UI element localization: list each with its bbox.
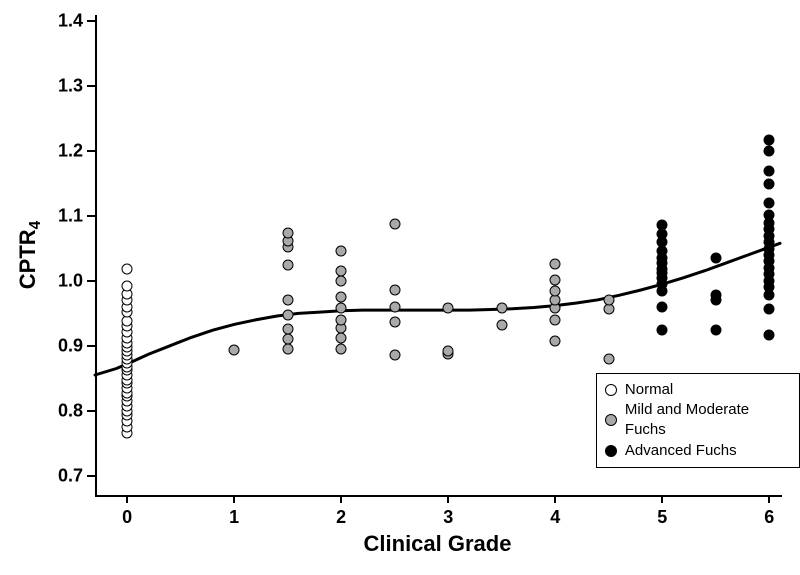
x-tick-label: 4 bbox=[550, 497, 560, 528]
data-point bbox=[710, 325, 721, 336]
data-point bbox=[764, 330, 775, 341]
x-tick-label: 6 bbox=[764, 497, 774, 528]
data-point bbox=[282, 227, 293, 238]
data-point bbox=[336, 266, 347, 277]
data-point bbox=[657, 325, 668, 336]
data-point bbox=[710, 290, 721, 301]
legend-marker bbox=[605, 445, 617, 457]
data-point bbox=[764, 178, 775, 189]
data-point bbox=[550, 259, 561, 270]
data-point bbox=[389, 301, 400, 312]
data-point bbox=[282, 295, 293, 306]
data-point bbox=[764, 165, 775, 176]
data-point bbox=[282, 260, 293, 271]
y-tick-label: 1.2 bbox=[58, 141, 95, 162]
legend-marker bbox=[605, 414, 617, 426]
x-tick-label: 2 bbox=[336, 497, 346, 528]
data-point bbox=[336, 314, 347, 325]
data-point bbox=[496, 303, 507, 314]
data-point bbox=[657, 220, 668, 231]
data-point bbox=[443, 346, 454, 357]
y-tick-label: 1.4 bbox=[58, 11, 95, 32]
x-tick-label: 0 bbox=[122, 497, 132, 528]
data-point bbox=[282, 334, 293, 345]
legend-marker bbox=[605, 384, 617, 396]
data-point bbox=[282, 309, 293, 320]
data-point bbox=[603, 353, 614, 364]
legend: NormalMild and Moderate FuchsAdvanced Fu… bbox=[596, 373, 800, 468]
data-point bbox=[764, 146, 775, 157]
data-point bbox=[122, 264, 133, 275]
y-tick-label: 0.7 bbox=[58, 465, 95, 486]
data-point bbox=[550, 286, 561, 297]
legend-label: Advanced Fuchs bbox=[625, 441, 737, 461]
data-point bbox=[122, 281, 133, 292]
trend-curve bbox=[0, 0, 800, 575]
data-point bbox=[336, 275, 347, 286]
data-point bbox=[764, 134, 775, 145]
y-tick-label: 0.8 bbox=[58, 400, 95, 421]
y-tick-label: 0.9 bbox=[58, 335, 95, 356]
data-point bbox=[550, 335, 561, 346]
data-point bbox=[657, 301, 668, 312]
data-point bbox=[282, 323, 293, 334]
data-point bbox=[603, 295, 614, 306]
x-tick-label: 3 bbox=[443, 497, 453, 528]
data-point bbox=[336, 246, 347, 257]
y-tick-label: 1.3 bbox=[58, 76, 95, 97]
data-point bbox=[550, 314, 561, 325]
data-point bbox=[443, 303, 454, 314]
data-point bbox=[389, 218, 400, 229]
data-point bbox=[389, 285, 400, 296]
data-point bbox=[764, 209, 775, 220]
data-point bbox=[764, 304, 775, 315]
legend-item: Advanced Fuchs bbox=[605, 441, 789, 461]
data-point bbox=[336, 303, 347, 314]
data-point bbox=[282, 344, 293, 355]
x-tick-label: 5 bbox=[657, 497, 667, 528]
y-tick-label: 1.1 bbox=[58, 206, 95, 227]
data-point bbox=[496, 320, 507, 331]
data-point bbox=[550, 274, 561, 285]
y-tick-label: 1.0 bbox=[58, 270, 95, 291]
scatter-chart: CPTR4 Clinical Grade NormalMild and Mode… bbox=[0, 0, 800, 575]
data-point bbox=[336, 344, 347, 355]
legend-label: Mild and Moderate Fuchs bbox=[625, 400, 789, 441]
legend-item: Normal bbox=[605, 380, 789, 400]
legend-label: Normal bbox=[625, 380, 673, 400]
data-point bbox=[336, 292, 347, 303]
data-point bbox=[764, 198, 775, 209]
data-point bbox=[389, 349, 400, 360]
data-point bbox=[336, 333, 347, 344]
data-point bbox=[229, 344, 240, 355]
legend-item: Mild and Moderate Fuchs bbox=[605, 400, 789, 441]
data-point bbox=[710, 252, 721, 263]
x-tick-label: 1 bbox=[229, 497, 239, 528]
data-point bbox=[389, 317, 400, 328]
